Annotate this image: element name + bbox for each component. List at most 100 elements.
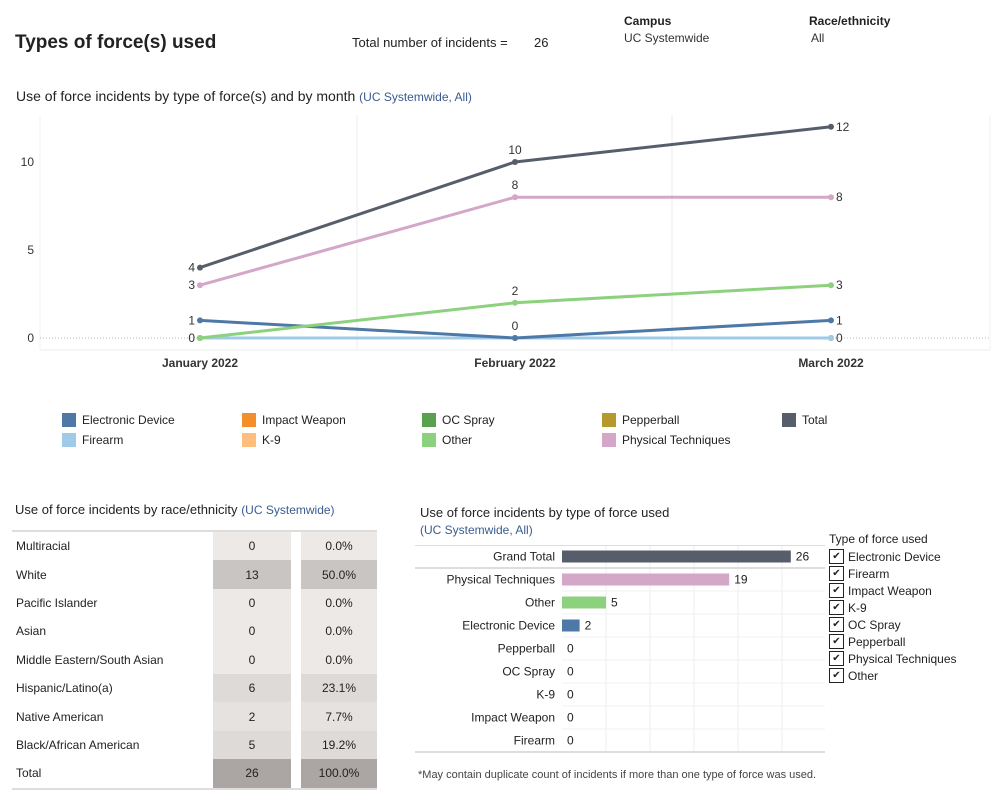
data-label: 0 — [836, 331, 843, 345]
data-point[interactable] — [197, 264, 203, 271]
checkbox-checked-icon[interactable]: ✔ — [829, 668, 844, 683]
race-name: White — [16, 567, 47, 582]
checkbox-checked-icon[interactable]: ✔ — [829, 566, 844, 581]
x-tick-label: March 2022 — [798, 356, 864, 370]
total-incidents-value: 26 — [534, 35, 549, 50]
legend-item[interactable]: Impact Weapon — [242, 413, 346, 427]
checkbox-label: K-9 — [848, 600, 867, 615]
data-point[interactable] — [512, 194, 518, 201]
race-count: 0 — [213, 588, 291, 618]
force-type-checkbox-item[interactable]: ✔ Pepperball — [829, 633, 957, 650]
line-series-physical-techniques[interactable] — [199, 195, 831, 287]
data-point[interactable] — [197, 317, 203, 324]
race-name: Native American — [16, 709, 104, 724]
race-table-row: Middle Eastern/South Asian 0 0.0% — [12, 645, 377, 674]
race-table-row: Native American 2 7.7% — [12, 702, 377, 731]
force-type-checkbox-item[interactable]: ✔ Electronic Device — [829, 548, 957, 565]
legend-label: Physical Techniques — [622, 433, 731, 447]
bar-category-label: Grand Total — [493, 550, 555, 564]
data-label: 4 — [188, 261, 195, 275]
legend-label: Other — [442, 433, 473, 447]
legend-item[interactable]: K-9 — [242, 433, 281, 447]
race-table-row: Total 26 100.0% — [12, 759, 377, 789]
checkbox-checked-icon[interactable]: ✔ — [829, 549, 844, 564]
race-table-row: Multiracial 0 0.0% — [12, 531, 377, 561]
legend-item[interactable]: Electronic Device — [62, 413, 175, 427]
legend-swatch — [242, 413, 256, 427]
race-count: 0 — [213, 531, 291, 561]
legend-item[interactable]: Other — [422, 433, 472, 447]
campus-filter-value[interactable]: UC Systemwide — [624, 31, 710, 45]
checkbox-checked-icon[interactable]: ✔ — [829, 651, 844, 666]
page-title: Types of force(s) used — [15, 32, 217, 53]
race-percent: 0.0% — [301, 588, 377, 618]
legend-swatch — [602, 433, 616, 447]
race-name: Middle Eastern/South Asian — [16, 652, 164, 667]
race-percent: 7.7% — [301, 702, 377, 731]
legend-swatch — [422, 433, 436, 447]
legend-label: Impact Weapon — [262, 413, 346, 427]
data-point[interactable] — [197, 282, 203, 289]
spacer — [291, 617, 301, 646]
data-point[interactable] — [512, 299, 518, 306]
bar[interactable] — [562, 596, 606, 609]
legend-item[interactable]: Total — [782, 413, 827, 427]
bar-value-label: 19 — [734, 573, 748, 587]
spacer — [291, 531, 301, 561]
data-point[interactable] — [197, 335, 203, 341]
bar[interactable] — [562, 550, 791, 563]
x-tick-label: January 2022 — [162, 356, 238, 370]
spacer — [291, 645, 301, 674]
legend-label: Total — [802, 413, 828, 427]
race-table-row: Pacific Islander 0 0.0% — [12, 588, 377, 618]
spacer — [291, 560, 301, 589]
race-filter-label: Race/ethnicity — [809, 14, 891, 28]
legend-label: Pepperball — [622, 413, 680, 427]
legend-item[interactable]: Firearm — [62, 433, 123, 447]
race-name: Asian — [16, 624, 47, 639]
legend-item[interactable]: Physical Techniques — [602, 433, 731, 447]
data-label: 1 — [836, 313, 843, 327]
checkbox-label: Physical Techniques — [848, 651, 957, 666]
checkbox-label: Pepperball — [848, 634, 906, 649]
force-type-checkbox-item[interactable]: ✔ Other — [829, 667, 957, 684]
y-tick-label: 5 — [27, 243, 34, 257]
race-table-row: Hispanic/Latino(a) 6 23.1% — [12, 673, 377, 703]
bar[interactable] — [562, 619, 580, 632]
data-point[interactable] — [828, 123, 834, 130]
spacer — [291, 702, 301, 731]
force-type-checkbox-item[interactable]: ✔ Impact Weapon — [829, 582, 957, 599]
data-point[interactable] — [828, 282, 834, 289]
data-point[interactable] — [828, 317, 834, 324]
data-point[interactable] — [828, 335, 834, 341]
force-type-checkbox-item[interactable]: ✔ Firearm — [829, 565, 957, 582]
bar-value-label: 0 — [567, 642, 574, 656]
force-type-checkbox-item[interactable]: ✔ K-9 — [829, 599, 957, 616]
data-point[interactable] — [512, 159, 518, 165]
bar[interactable] — [562, 573, 730, 586]
bar-chart: Grand Total 26 Physical Techniques 19 Other 5… — [415, 545, 825, 753]
force-type-checkbox-item[interactable]: ✔ Physical Techniques — [829, 650, 957, 667]
race-filter-value[interactable]: All — [811, 31, 825, 45]
legend-item[interactable]: Pepperball — [602, 413, 679, 427]
checkbox-checked-icon[interactable]: ✔ — [829, 583, 844, 598]
spacer — [291, 759, 301, 789]
race-filter[interactable]: Race/ethnicity All — [809, 14, 890, 45]
checkbox-label: OC Spray — [848, 617, 901, 632]
bar-category-label: K-9 — [536, 688, 555, 702]
data-label: 3 — [836, 278, 843, 292]
bar-value-label: 0 — [567, 711, 574, 725]
race-name: Black/African American — [16, 737, 140, 752]
force-type-checkbox-item[interactable]: ✔ OC Spray — [829, 616, 957, 633]
bar-category-label: Other — [525, 596, 555, 610]
checkbox-checked-icon[interactable]: ✔ — [829, 634, 844, 649]
legend-item[interactable]: OC Spray — [422, 413, 495, 427]
race-count: 0 — [213, 617, 291, 646]
data-point[interactable] — [512, 335, 518, 341]
checkbox-checked-icon[interactable]: ✔ — [829, 600, 844, 615]
checkbox-checked-icon[interactable]: ✔ — [829, 617, 844, 632]
campus-filter[interactable]: Campus UC Systemwide — [624, 14, 709, 45]
data-point[interactable] — [828, 194, 834, 201]
bar-chart-title: Use of force incidents by type of force … — [420, 505, 669, 537]
